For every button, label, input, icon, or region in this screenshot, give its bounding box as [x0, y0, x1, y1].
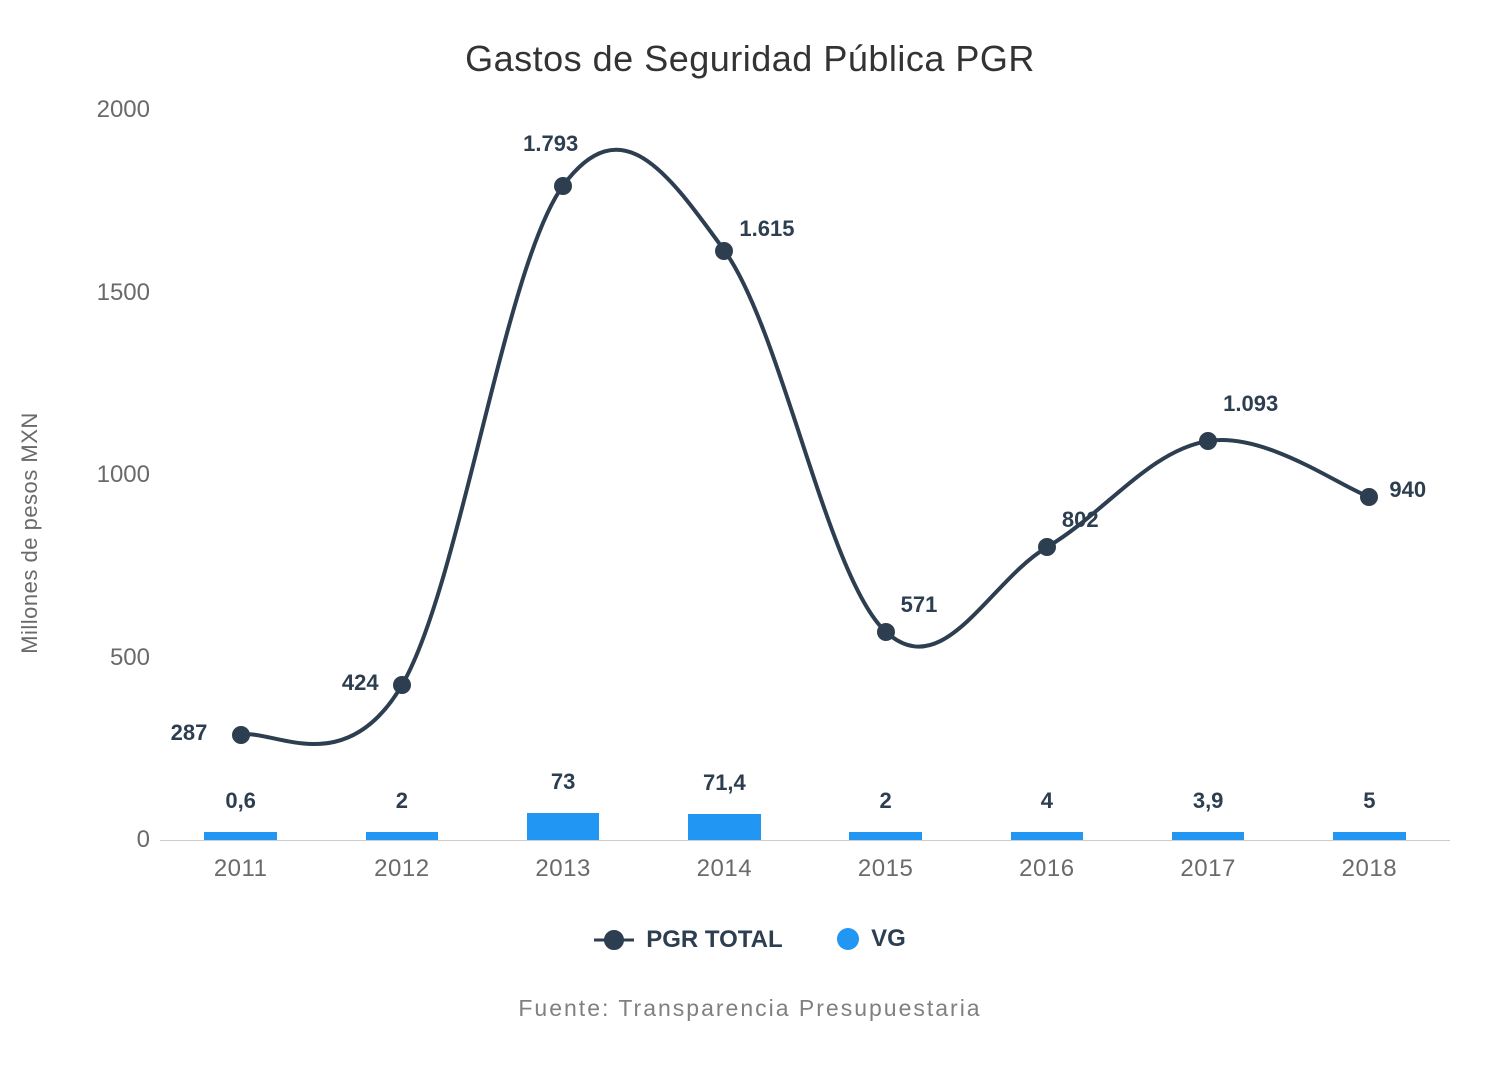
- legend-item-line: PGR TOTAL: [594, 926, 782, 954]
- x-axis-line: [160, 840, 1450, 841]
- line-series-svg: [160, 110, 1450, 840]
- bar: [366, 832, 439, 840]
- line-value-label: 1.093: [1223, 391, 1278, 417]
- x-tick-label: 2011: [214, 855, 268, 883]
- bar-value-label: 73: [551, 769, 575, 795]
- y-tick-label: 1000: [80, 461, 150, 489]
- line-marker: [1199, 432, 1217, 450]
- bar: [1172, 832, 1245, 840]
- bar: [1333, 832, 1406, 840]
- y-tick-label: 0: [80, 826, 150, 854]
- chart-title: Gastos de Seguridad Pública PGR: [0, 38, 1500, 80]
- legend-line-icon: [594, 930, 634, 950]
- x-tick-label: 2016: [1019, 855, 1074, 883]
- x-tick-label: 2015: [858, 855, 913, 883]
- x-tick-label: 2012: [374, 855, 429, 883]
- line-marker: [393, 676, 411, 694]
- y-axis-label: Millones de pesos MXN: [17, 412, 43, 654]
- x-tick-label: 2014: [697, 855, 752, 883]
- line-marker: [877, 623, 895, 641]
- bar-value-label: 0,6: [225, 788, 256, 814]
- line-marker: [1360, 488, 1378, 506]
- line-value-label: 287: [171, 720, 208, 746]
- bar: [849, 832, 922, 840]
- line-value-label: 424: [342, 670, 379, 696]
- line-value-label: 1.615: [739, 216, 794, 242]
- source-text: Fuente: Transparencia Presupuestaria: [0, 995, 1500, 1022]
- legend-bar-icon: [837, 928, 859, 950]
- bar-value-label: 2: [880, 788, 892, 814]
- chart-container: Gastos de Seguridad Pública PGR Millones…: [0, 0, 1500, 1065]
- plot-area: 0500100015002000201120122013201420152016…: [160, 110, 1450, 840]
- bar-value-label: 2: [396, 788, 408, 814]
- line-marker: [1038, 538, 1056, 556]
- legend-bar-label: VG: [871, 925, 906, 953]
- bar: [204, 832, 277, 840]
- x-tick-label: 2017: [1180, 855, 1235, 883]
- x-tick-label: 2018: [1342, 855, 1397, 883]
- x-tick-label: 2013: [535, 855, 590, 883]
- line-marker: [554, 177, 572, 195]
- bar: [1011, 832, 1084, 840]
- bar-value-label: 3,9: [1193, 788, 1224, 814]
- y-tick-label: 1500: [80, 279, 150, 307]
- bar-value-label: 4: [1041, 788, 1053, 814]
- bar-value-label: 5: [1363, 788, 1375, 814]
- line-series-path: [241, 150, 1370, 744]
- y-tick-label: 2000: [80, 96, 150, 124]
- line-marker: [232, 726, 250, 744]
- legend-line-label: PGR TOTAL: [646, 926, 782, 954]
- line-value-label: 802: [1062, 507, 1099, 533]
- line-value-label: 1.793: [523, 131, 578, 157]
- line-value-label: 940: [1389, 477, 1426, 503]
- bar: [527, 813, 600, 840]
- bar-value-label: 71,4: [703, 770, 746, 796]
- legend-item-bar: VG: [837, 925, 906, 953]
- line-value-label: 571: [901, 592, 938, 618]
- legend: PGR TOTAL VG: [0, 925, 1500, 955]
- y-tick-label: 500: [80, 644, 150, 672]
- line-marker: [715, 242, 733, 260]
- bar: [688, 814, 761, 840]
